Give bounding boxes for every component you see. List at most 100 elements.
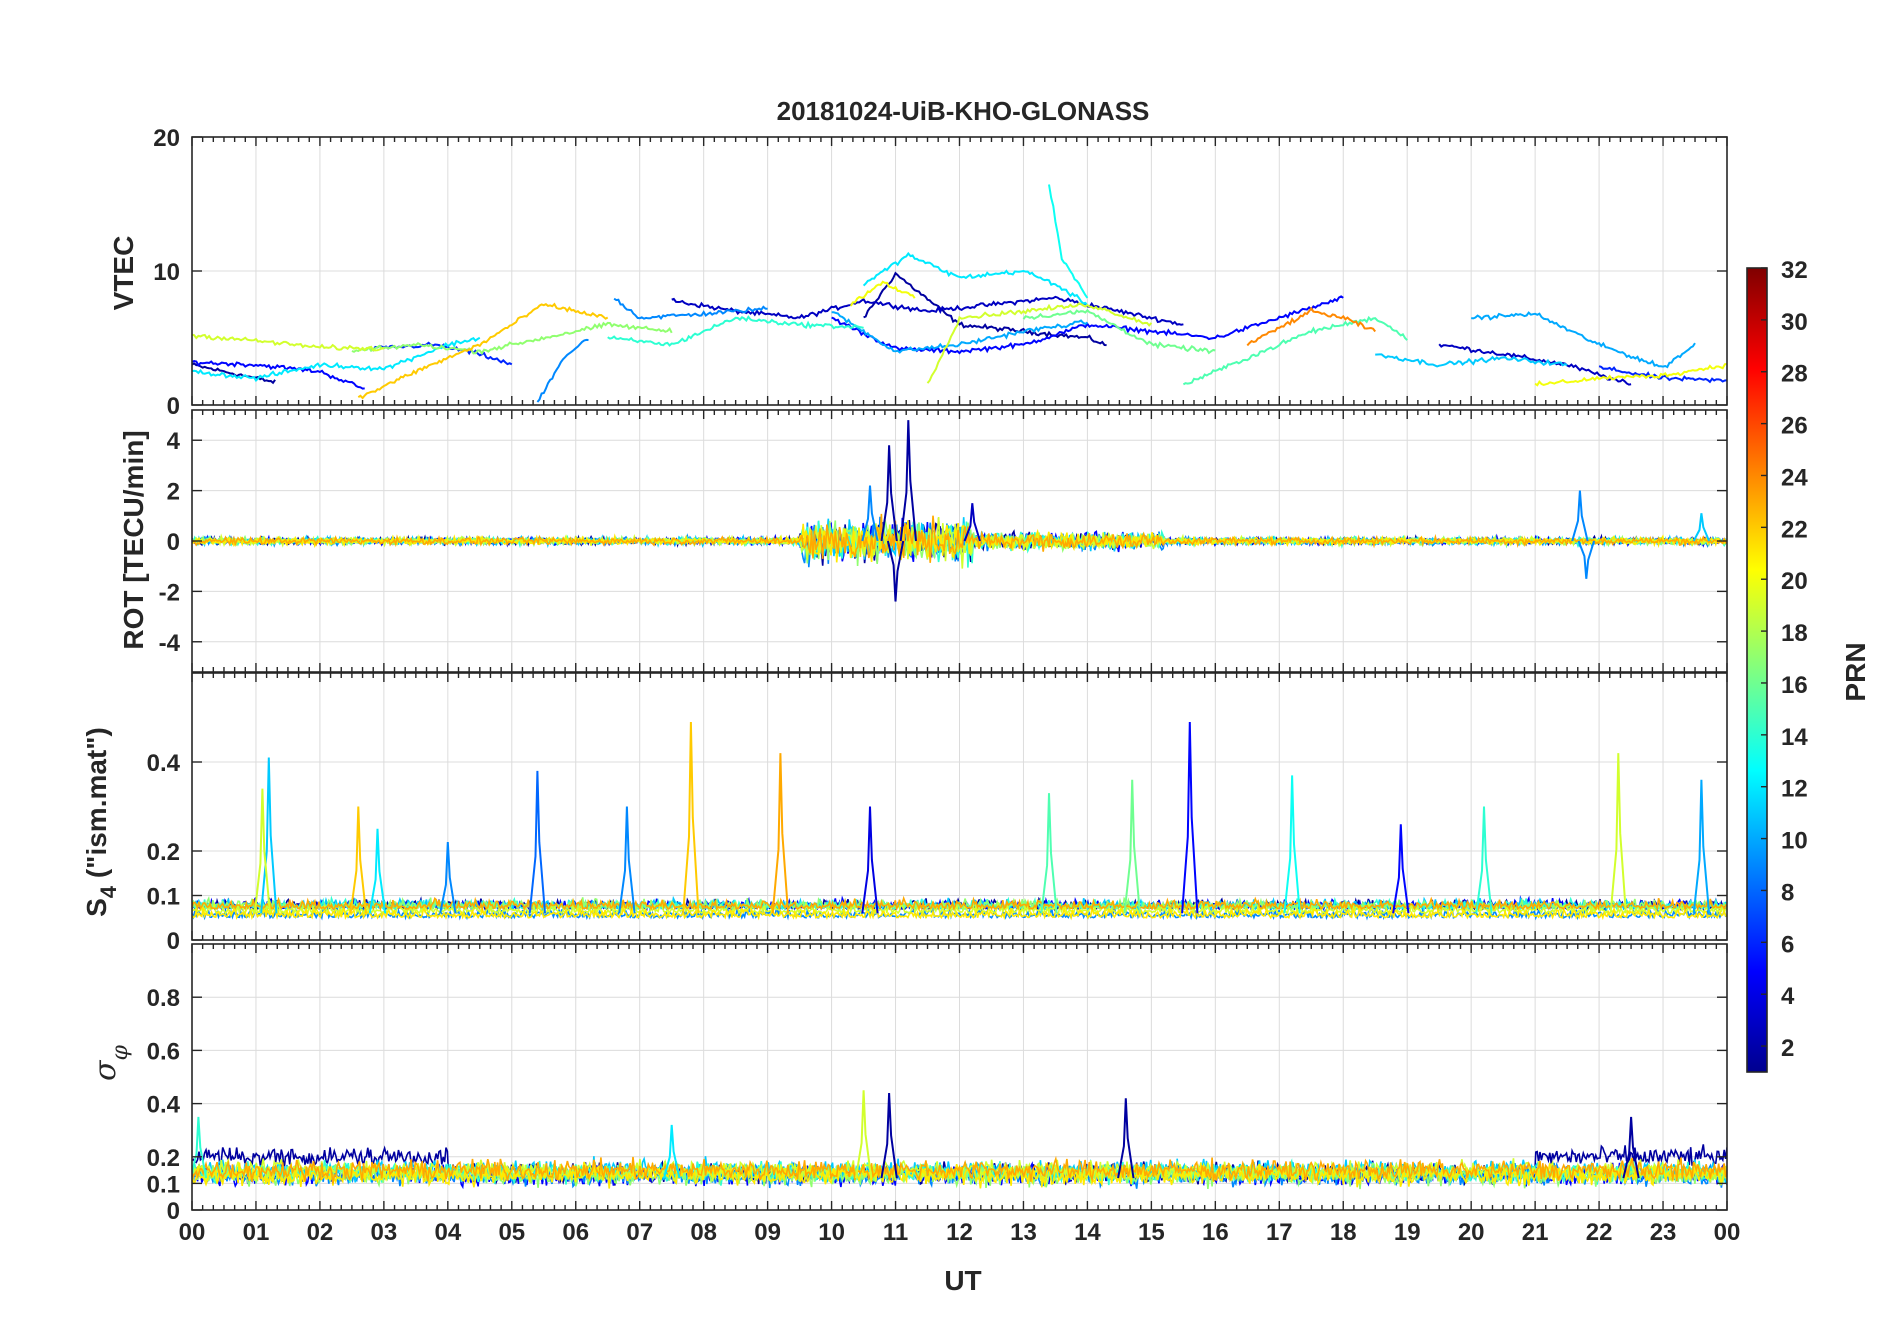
vtec-series-prn19 <box>926 302 1153 384</box>
sigma-ylabel-subscript: φ <box>108 1044 133 1060</box>
colorbar-tick-label: 24 <box>1781 464 1808 491</box>
rot-peak-prn2 <box>886 540 905 602</box>
vtec-series-prn14 <box>607 315 864 347</box>
x-tick-label: 09 <box>754 1219 781 1246</box>
sigma-ytick-label: 0 <box>167 1198 180 1225</box>
vtec-ylabel: VTEC <box>108 236 139 311</box>
vtec-series-prn10 <box>1471 311 1696 369</box>
rot-peak-prn9 <box>861 485 879 542</box>
sigma-series-prn23 <box>192 1155 1727 1184</box>
sigma-ylabel-symbol: σ <box>88 1059 123 1081</box>
colorbar-tick-label: 16 <box>1781 672 1808 699</box>
vtec-data <box>192 184 1727 403</box>
s4-peak-prn9 <box>618 806 636 914</box>
x-tick-label: 03 <box>371 1219 398 1246</box>
rot-ylabel: ROT [TECU/min] <box>118 430 149 649</box>
s4-peak-prn8 <box>528 770 546 914</box>
x-tick-label: 17 <box>1266 1219 1293 1246</box>
x-tick-label: 15 <box>1138 1219 1165 1246</box>
rot-peak-prn9 <box>1577 540 1595 579</box>
rot-ytick-label: 0 <box>167 529 180 556</box>
s4-peak-prn19 <box>1609 753 1627 914</box>
vtec-ytick-label: 0 <box>167 393 180 420</box>
x-tick-label: 07 <box>626 1219 653 1246</box>
colorbar-frame <box>1746 267 1768 1073</box>
s4-peak-prn11 <box>260 757 278 914</box>
x-tick-label: 05 <box>498 1219 525 1246</box>
x-axis-label: UT <box>944 1265 981 1296</box>
s4-peak-prn5 <box>1392 824 1410 914</box>
s4-ylabel: S4 ("ism.mat") <box>81 727 121 917</box>
colorbar-tick-label: 6 <box>1781 931 1794 958</box>
colorbar-tick-label: 2 <box>1781 1035 1794 1062</box>
vtec-series-prn20 <box>1534 362 1727 387</box>
s4-ylabel-symbol: S <box>81 898 112 917</box>
s4-peak-prn13 <box>1283 775 1301 914</box>
x-tick-label: 21 <box>1522 1219 1549 1246</box>
colorbar-tick-label: 12 <box>1781 776 1808 803</box>
sigma-ytick-label: 0.2 <box>147 1145 180 1172</box>
colorbar-tick-label: 14 <box>1781 724 1808 751</box>
s4-series-prn21 <box>192 903 1727 921</box>
sigma-peak-prn12 <box>663 1124 681 1179</box>
x-tick-label: 16 <box>1202 1219 1229 1246</box>
rot-data <box>192 420 1727 602</box>
colorbar-tick-label: 10 <box>1781 828 1808 855</box>
sigma-ytick-label: 0.4 <box>147 1092 181 1119</box>
x-tick-label: 08 <box>690 1219 717 1246</box>
s4-ytick-label: 0.1 <box>147 884 180 911</box>
x-tick-label: 04 <box>434 1219 461 1246</box>
x-tick-label: 13 <box>1010 1219 1037 1246</box>
vtec-series-prn6 <box>1598 365 1727 384</box>
x-tick-label: 22 <box>1586 1219 1613 1246</box>
rot-series-prn23 <box>192 513 1727 563</box>
vtec-series-prn9 <box>613 297 768 320</box>
s4-peak-prn5 <box>1181 721 1199 914</box>
sigma-ytick-label: 0.6 <box>147 1038 180 1065</box>
s4-peak-prn12 <box>368 828 387 914</box>
sigma-ylabel: σφ <box>88 1044 133 1080</box>
vtec-series-prn24 <box>1246 306 1376 347</box>
rot-panel: -4 -2 0 2 4 <box>159 409 1728 673</box>
sigma-peak-prn14 <box>192 1116 208 1179</box>
rot-peak-prn3 <box>963 503 981 542</box>
sigma-peak-prn2 <box>880 1092 898 1179</box>
colorbar-tick-label: 22 <box>1781 516 1808 543</box>
vtec-series-prn3 <box>1438 343 1632 386</box>
x-tick-label: 00 <box>1714 1219 1741 1246</box>
x-tick-label: 11 <box>883 1219 908 1246</box>
s4-peak-prn22 <box>682 721 700 914</box>
vtec-series-prn11 <box>1375 353 1568 368</box>
x-tick-label: 20 <box>1458 1219 1485 1246</box>
s4-ytick-label: 0.2 <box>147 839 180 866</box>
s4-peak-prn22 <box>349 806 367 914</box>
sigma-peak-prn2 <box>1117 1098 1135 1179</box>
s4-peak-prn4 <box>861 806 879 914</box>
x-tick-label: 01 <box>243 1219 270 1246</box>
vtec-series-prn3 <box>671 295 1184 326</box>
x-tick-label: 00 <box>179 1219 206 1246</box>
x-tick-label: 14 <box>1074 1219 1101 1246</box>
rot-peak-prn2 <box>880 445 898 542</box>
colorbar-tick-label: 28 <box>1781 361 1808 388</box>
rot-ytick-label: 4 <box>167 428 181 455</box>
sigma-series-prn21 <box>192 1161 1727 1189</box>
sigma-data <box>192 1090 1727 1190</box>
rot-peak-prn11 <box>1692 513 1711 542</box>
vtec-series-prn12 <box>192 336 481 383</box>
vtec-series-prn5 <box>192 359 365 390</box>
vtec-series-prn17 <box>351 321 673 356</box>
colorbar-tick-label: 18 <box>1781 620 1808 647</box>
vtec-ytick-label: 20 <box>153 125 180 152</box>
rot-peak-prn2 <box>899 420 917 542</box>
vtec-series-prn20 <box>849 280 916 307</box>
s4-panel: 0 0.1 0.2 0.4 <box>147 672 1728 955</box>
s4-data <box>192 721 1727 921</box>
rot-peak-prn9 <box>1571 490 1589 542</box>
x-tick-label: 10 <box>818 1219 845 1246</box>
rot-ytick-label: -2 <box>159 579 180 606</box>
colorbar-tick-label: 32 <box>1781 257 1808 284</box>
colorbar-tick-label: 20 <box>1781 568 1808 595</box>
x-tick-label: 23 <box>1650 1219 1677 1246</box>
